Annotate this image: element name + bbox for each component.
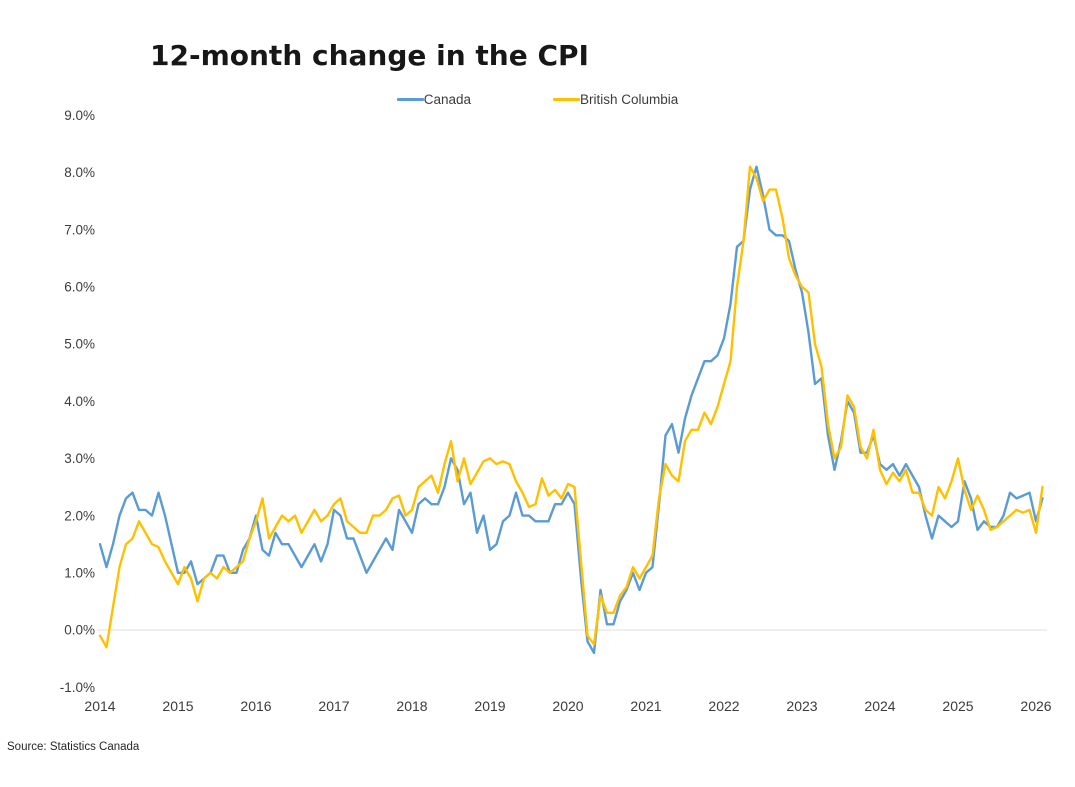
x-axis-tick-label: 2020 [552,698,583,714]
y-axis-tick-label: 3.0% [64,451,95,466]
x-axis-tick-label: 2018 [396,698,427,714]
canada-series-line [98,165,1044,655]
legend-item-canada: Canada [396,92,471,107]
british-columbia-series-line [98,165,1044,649]
legend-label-british-columbia: British Columbia [580,92,679,107]
x-axis-tick-label: 2022 [708,698,739,714]
x-axis-tick-label: 2017 [318,698,349,714]
y-axis-tick-label: 8.0% [64,165,95,180]
y-axis-tick-label: 0.0% [64,623,95,638]
canada-line-swatch-icon [396,98,424,102]
chart-legend: Canada British Columbia [0,93,1075,107]
x-axis-tick-label: 2025 [942,698,973,714]
x-axis-tick-label: 2021 [630,698,661,714]
x-axis-tick-label: 2014 [84,698,115,714]
chart-title: 12-month change in the CPI [150,38,589,72]
y-axis-tick-label: 9.0% [64,108,95,123]
source-note: Source: Statistics Canada [7,741,140,753]
x-axis-tick-label: 2023 [786,698,817,714]
y-axis-tick-label: 6.0% [64,280,95,295]
y-axis-tick-label: -1.0% [60,680,95,695]
x-axis-tick-label: 2015 [162,698,193,714]
y-axis-tick-label: 5.0% [64,337,95,352]
british-columbia-line-swatch-icon [553,98,580,102]
x-axis-tick-label: 2024 [864,698,895,714]
y-axis-tick-label: 4.0% [64,394,95,409]
x-axis-tick-label: 2016 [240,698,271,714]
y-axis-tick-label: 2.0% [64,508,95,523]
y-axis-tick-label: 7.0% [64,222,95,237]
legend-label-canada: Canada [423,92,471,107]
y-axis-tick-label: 1.0% [64,566,95,581]
legend-item-british-columbia: British Columbia [553,93,678,107]
x-axis-tick-label: 2026 [1020,698,1051,714]
x-axis-tick-label: 2019 [474,698,505,714]
